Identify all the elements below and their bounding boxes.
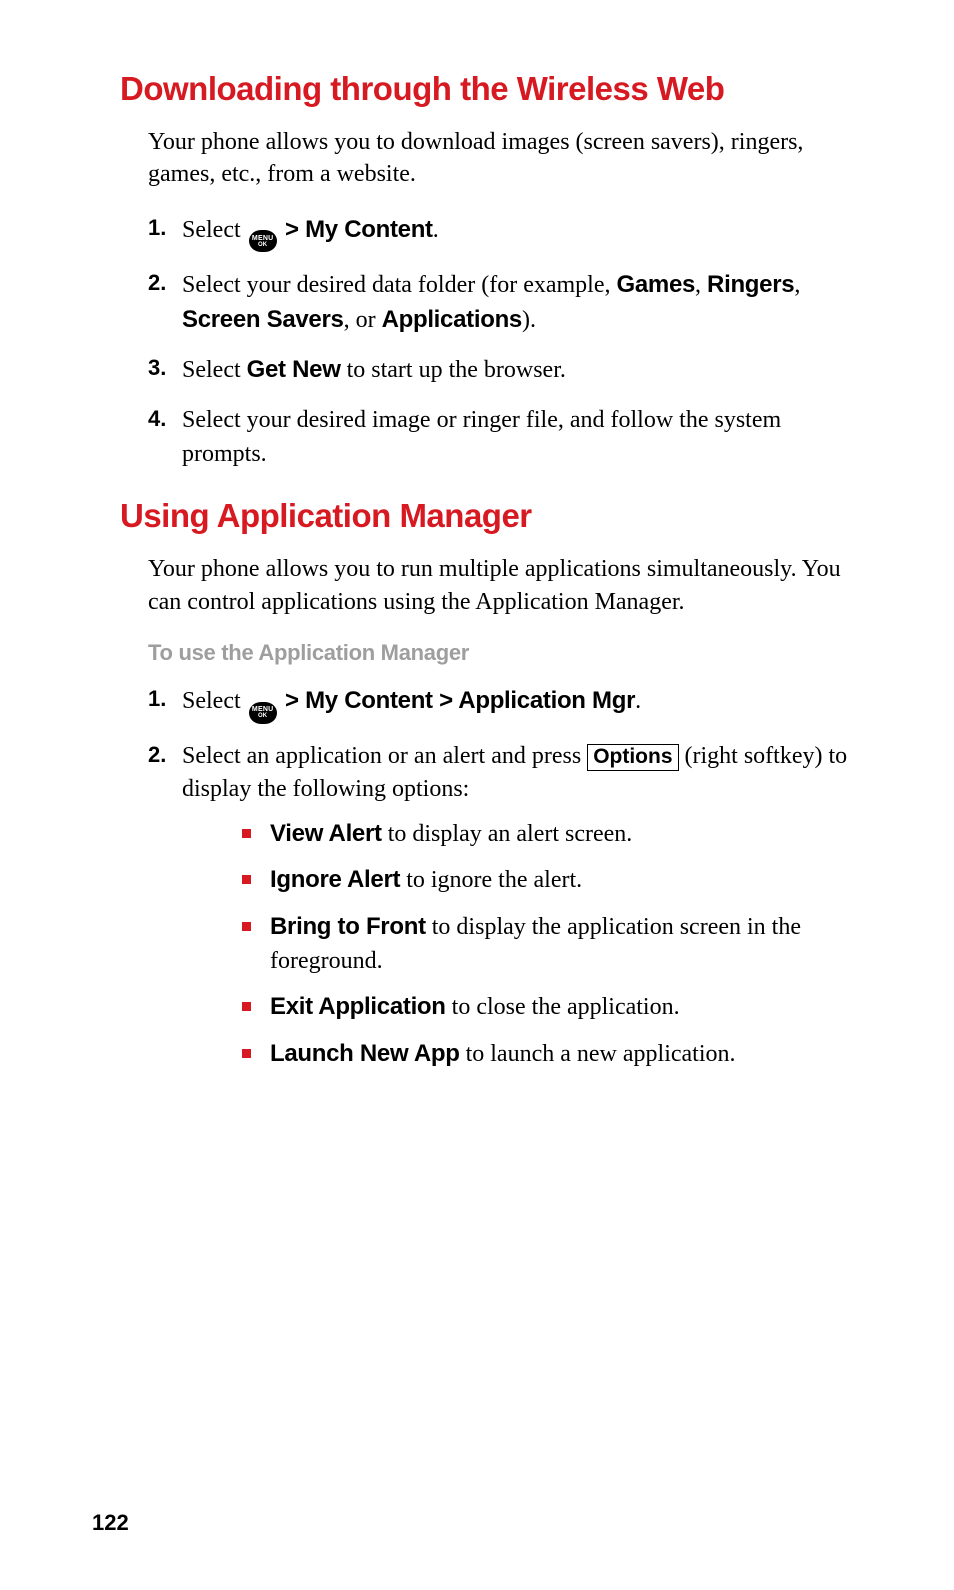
- step-text: ,: [695, 272, 707, 298]
- options-bullets: View Alert to display an alert screen. I…: [242, 817, 854, 1072]
- bullet-item: Ignore Alert to ignore the alert.: [242, 863, 854, 898]
- bullet-bold: Bring to Front: [270, 913, 426, 940]
- section1-intro: Your phone allows you to download images…: [148, 126, 854, 191]
- bullet-item: Exit Application to close the applicatio…: [242, 990, 854, 1025]
- step-text: ,: [794, 272, 800, 298]
- step-text: Select your desired data folder (for exa…: [182, 272, 616, 298]
- step-bold: Applications: [382, 306, 522, 333]
- bullet-text: to ignore the alert.: [400, 867, 582, 893]
- step-text: , or: [344, 307, 382, 333]
- step-number: 2.: [148, 740, 166, 771]
- step-2: 2. Select your desired data folder (for …: [148, 268, 854, 337]
- step-number: 2.: [148, 268, 166, 299]
- bullet-bold: Ignore Alert: [270, 866, 400, 893]
- bullet-item: Bring to Front to display the applicatio…: [242, 910, 854, 978]
- bullet-item: View Alert to display an alert screen.: [242, 817, 854, 852]
- step-number: 3.: [148, 353, 166, 384]
- menu-ok-icon: MENUOK: [249, 230, 277, 252]
- step-2: 2. Select an application or an alert and…: [148, 740, 854, 1072]
- step-number: 1.: [148, 213, 166, 244]
- step-text: ).: [522, 307, 536, 333]
- step-text: Select: [182, 688, 247, 714]
- page-number: 122: [92, 1510, 129, 1536]
- step-number: 1.: [148, 684, 166, 715]
- step-bold: Screen Savers: [182, 306, 344, 333]
- step-text: .: [635, 688, 641, 714]
- step-text: Select your desired image or ringer file…: [182, 407, 781, 467]
- step-bold: My Content: [305, 216, 433, 243]
- step-3: 3. Select Get New to start up the browse…: [148, 353, 854, 388]
- section2-intro: Your phone allows you to run multiple ap…: [148, 553, 854, 618]
- step-bold: >: [279, 216, 305, 243]
- section-heading-app-manager: Using Application Manager: [120, 497, 854, 535]
- bullet-text: to launch a new application.: [460, 1041, 736, 1067]
- section1-steps: 1. Select MENUOK > My Content. 2. Select…: [148, 213, 854, 471]
- step-text: Select: [182, 217, 247, 243]
- step-number: 4.: [148, 404, 166, 435]
- options-key: Options: [587, 744, 678, 771]
- menu-ok-icon: MENUOK: [249, 702, 277, 724]
- bullet-bold: Exit Application: [270, 993, 446, 1020]
- step-bold: Get New: [247, 356, 341, 383]
- step-1: 1. Select MENUOK > My Content.: [148, 213, 854, 253]
- section2-steps: 1. Select MENUOK > My Content > Applicat…: [148, 684, 854, 1071]
- section2-subheading: To use the Application Manager: [148, 640, 854, 666]
- bullet-item: Launch New App to launch a new applicati…: [242, 1037, 854, 1072]
- step-text: Select an application or an alert and pr…: [182, 743, 587, 769]
- bullet-text: to close the application.: [446, 994, 680, 1020]
- step-bold: Games: [616, 271, 695, 298]
- step-text: Select: [182, 357, 247, 383]
- step-1: 1. Select MENUOK > My Content > Applicat…: [148, 684, 854, 724]
- step-text: .: [433, 217, 439, 243]
- bullet-bold: Launch New App: [270, 1040, 460, 1067]
- bullet-bold: View Alert: [270, 820, 382, 847]
- step-bold: Ringers: [707, 271, 794, 298]
- step-4: 4. Select your desired image or ringer f…: [148, 404, 854, 471]
- step-text: to start up the browser.: [341, 357, 566, 383]
- step-bold: >: [279, 687, 305, 714]
- step-bold: My Content > Application Mgr: [305, 687, 635, 714]
- section-heading-downloading: Downloading through the Wireless Web: [120, 70, 854, 108]
- bullet-text: to display an alert screen.: [382, 821, 633, 847]
